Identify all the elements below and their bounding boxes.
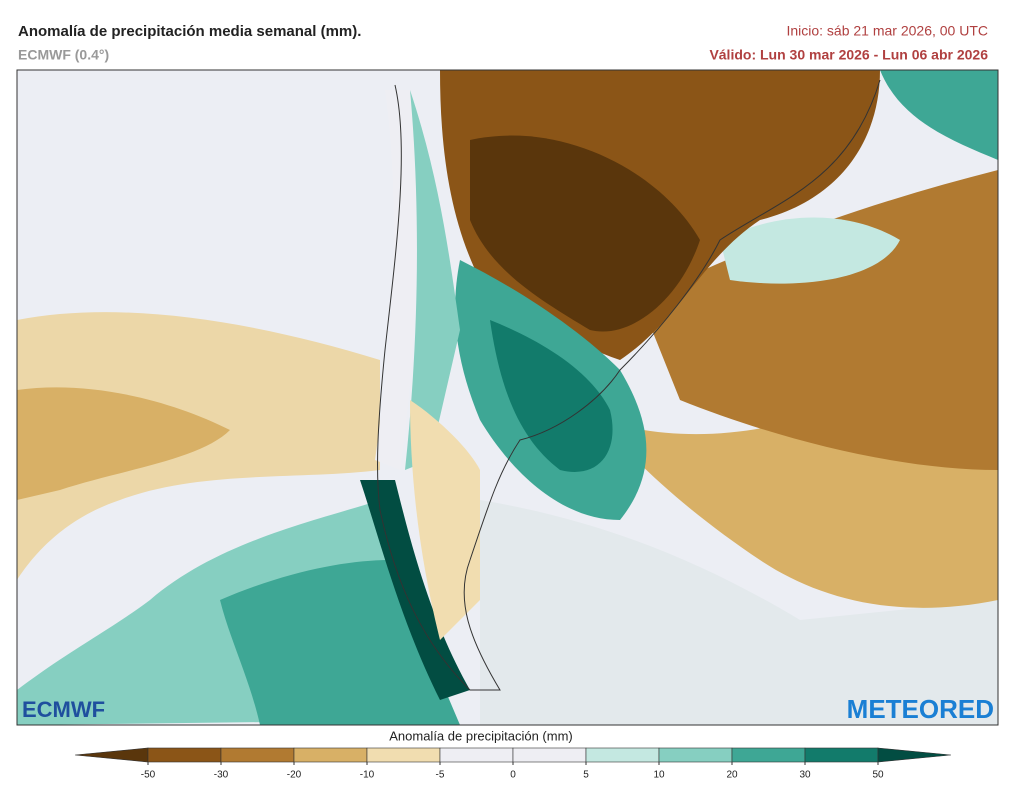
colorbar-segment [220,747,295,763]
ecmwf-logo: ECMWF [22,697,105,722]
colorbar-segment [731,747,806,763]
colorbar-segment [585,747,660,763]
colorbar-tick-label: 30 [799,770,811,781]
colorbar-tick-label: 50 [872,770,884,781]
map [16,69,999,726]
colorbar-segment [512,747,587,763]
colorbar-tick-label: 5 [583,770,589,781]
valid-date: Válido: Lun 30 mar 2026 - Lun 06 abr 202… [709,47,988,63]
colorbar-tick-label: -30 [214,770,229,781]
colorbar-segment [804,747,879,763]
colorbar-segment [439,747,514,763]
colorbar-tick-label: 0 [510,770,516,781]
colorbar-tick-label: -50 [141,770,156,781]
meteored-logo: METEORED [847,694,994,724]
init-date: Inicio: sáb 21 mar 2026, 00 UTC [786,23,988,39]
colorbar-segment [293,747,368,763]
colorbar-segment [877,747,952,763]
colorbar-segment [147,747,222,763]
colorbar-tick-label: -10 [360,770,375,781]
colorbar-segment [366,747,441,763]
colorbar-segment [658,747,733,763]
title: Anomalía de precipitación media semanal … [18,23,361,40]
colorbar-tick-label: -20 [287,770,302,781]
colorbar-tick-label: 10 [653,770,665,781]
model: ECMWF (0.4°) [18,47,109,63]
colorbar: -50 -30 -20 -10 -5 0 5 10 20 30 50 [74,747,952,781]
colorbar-label: Anomalía de precipitación (mm) [389,728,573,743]
colorbar-tick-label: -5 [436,770,445,781]
colorbar-tick-label: 20 [726,770,738,781]
colorbar-segment [74,747,149,763]
